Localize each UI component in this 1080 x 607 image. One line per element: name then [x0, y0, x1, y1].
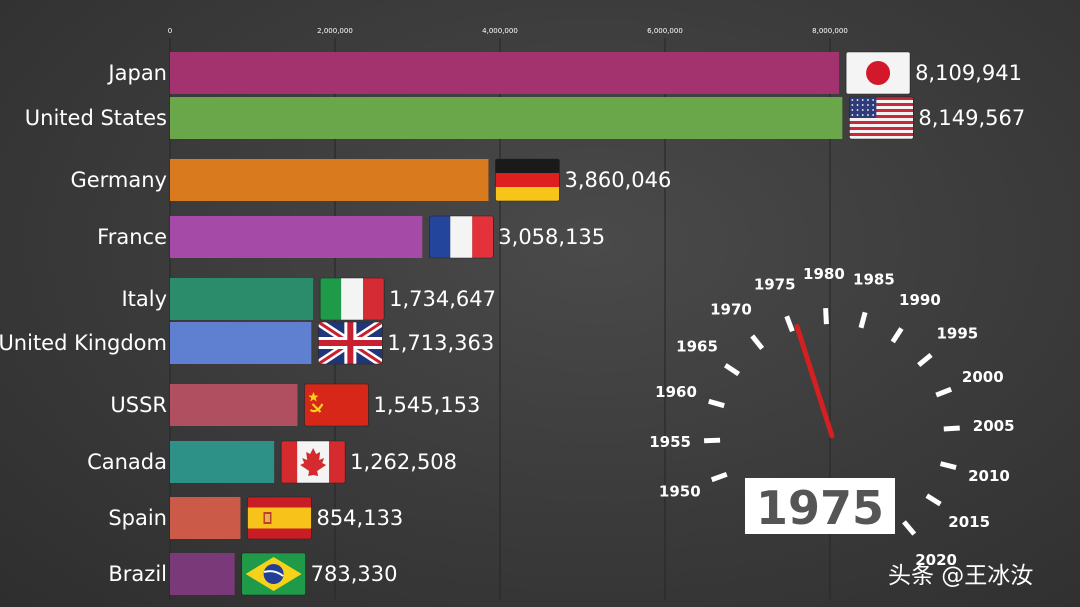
- current-year-label: 1975: [756, 481, 884, 535]
- x-tick-label: 2,000,000: [317, 27, 353, 35]
- ussr-flag: [304, 383, 369, 427]
- dial-year-label: 1975: [754, 275, 796, 293]
- bar: [170, 52, 840, 94]
- watermark: 头条 @王冰汝: [888, 563, 1033, 589]
- bar-row: United Kingdom 1,713,363: [0, 321, 494, 365]
- dial-year-label: 1950: [659, 482, 701, 500]
- dial-year-label: 1965: [676, 337, 718, 355]
- category-label: Spain: [108, 506, 167, 530]
- bar: [170, 97, 843, 139]
- dial-tick: [823, 308, 829, 325]
- dial-year-label: 2010: [968, 467, 1010, 485]
- x-tick-label: 6,000,000: [647, 27, 683, 35]
- bar: [170, 553, 235, 595]
- italy-flag: [319, 277, 385, 321]
- watermark-text: 头条 @王冰汝: [888, 563, 1033, 589]
- value-label: 854,133: [316, 506, 403, 530]
- dial-tick: [925, 493, 942, 507]
- bar: [170, 497, 241, 539]
- dial-tick: [750, 334, 765, 350]
- category-label: France: [97, 225, 167, 249]
- dial-year-label: 1955: [649, 433, 691, 451]
- bar-row: Brazil 783,330: [108, 552, 398, 596]
- dial-tick: [708, 398, 725, 409]
- dial-tick: [703, 437, 721, 444]
- category-label: Canada: [87, 450, 167, 474]
- category-label: United States: [25, 106, 167, 130]
- dial-year-label: 1990: [899, 291, 941, 309]
- dial-tick: [902, 520, 917, 536]
- bar: [170, 216, 423, 258]
- value-label: 3,860,046: [564, 168, 671, 192]
- dial-tick: [710, 471, 728, 483]
- dial-year-label: 1985: [853, 271, 895, 289]
- bar-row: Japan 8,109,941: [106, 51, 1022, 95]
- dial-year-label: 1980: [803, 265, 845, 283]
- bar-row: Germany 3,860,046: [70, 158, 671, 202]
- dial-year-label: 1995: [937, 324, 979, 342]
- value-label: 783,330: [311, 562, 398, 586]
- category-label: United Kingdom: [0, 331, 167, 355]
- dial-tick: [935, 386, 953, 398]
- value-label: 1,262,508: [350, 450, 457, 474]
- value-label: 1,713,363: [387, 331, 494, 355]
- x-tick-label: 4,000,000: [482, 27, 518, 35]
- dial-tick: [723, 363, 741, 377]
- japan-flag: [845, 51, 911, 95]
- value-label: 8,149,567: [918, 106, 1025, 130]
- bar-row: Canada 1,262,508: [87, 440, 457, 484]
- brazil-flag: [241, 552, 306, 596]
- year-box: [745, 478, 895, 534]
- value-label: 1,545,153: [373, 393, 480, 417]
- value-label: 8,109,941: [915, 61, 1022, 85]
- dial-tick: [784, 315, 795, 333]
- value-label: 3,058,135: [498, 225, 605, 249]
- canada-flag: [280, 440, 346, 484]
- x-axis-ticks: 0 2,000,000 4,000,000 6,000,000 8,000,000: [168, 27, 848, 35]
- dial-tick: [917, 353, 933, 368]
- bar-row: USSR 1,545,153: [110, 383, 480, 427]
- bar: [170, 384, 298, 426]
- dial-year-label: 1960: [655, 383, 697, 401]
- dial-year-label: 2020: [915, 551, 957, 569]
- category-label: Brazil: [108, 562, 167, 586]
- dial-tick: [890, 327, 904, 344]
- germany-flag: [495, 158, 560, 202]
- bar: [170, 278, 314, 320]
- dial-year-label: 2000: [962, 368, 1004, 386]
- dial-needle: [794, 323, 835, 439]
- dial-year-label: 2005: [973, 417, 1015, 435]
- category-label: Italy: [121, 287, 167, 311]
- bar: [170, 159, 489, 201]
- value-label: 1,734,647: [389, 287, 496, 311]
- category-label: Japan: [106, 61, 167, 85]
- uk-flag: [318, 321, 383, 365]
- category-label: Germany: [70, 168, 167, 192]
- dial-year-label: 2015: [948, 513, 990, 531]
- bar-row: France 3,058,135: [97, 215, 605, 259]
- dial-tick: [939, 461, 957, 471]
- spain-flag: [247, 496, 312, 540]
- x-tick-label: 8,000,000: [812, 27, 848, 35]
- usa-flag: [849, 96, 914, 140]
- dial-tick: [943, 425, 960, 432]
- bar: [170, 441, 275, 483]
- bar-row: Spain 854,133: [108, 496, 403, 540]
- dial-year-label: 1970: [710, 300, 752, 318]
- france-flag: [428, 215, 494, 259]
- bar: [170, 322, 312, 364]
- category-label: USSR: [110, 393, 167, 417]
- dial-tick: [858, 311, 868, 329]
- x-tick-label: 0: [168, 27, 172, 35]
- bar-row: Italy 1,734,647: [121, 277, 496, 321]
- bars: Japan 8,109,941 United States 8,149,567 Germ…: [0, 51, 1025, 596]
- bar-row: United States 8,149,567: [25, 96, 1025, 140]
